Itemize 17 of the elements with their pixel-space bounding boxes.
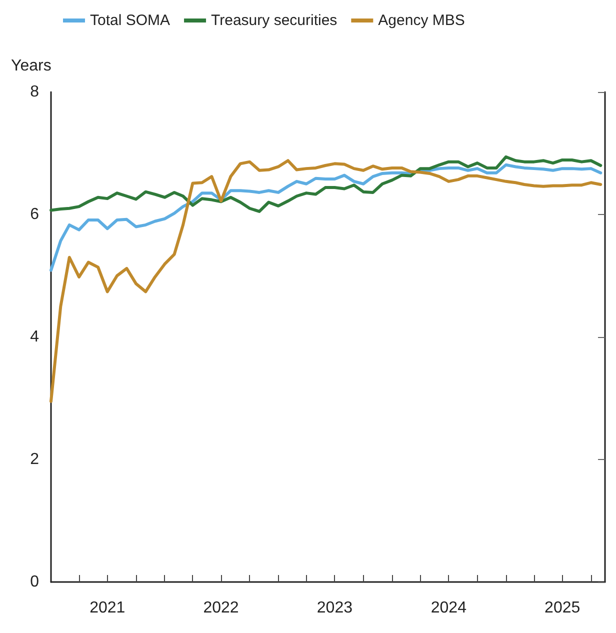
x-tick-label: 2025 <box>544 600 580 616</box>
y-tick-label: 2 <box>30 451 40 468</box>
x-tick-label: 2023 <box>316 600 353 616</box>
line-series <box>50 155 602 213</box>
line-series <box>50 159 602 403</box>
legend-label: Treasury securities <box>211 12 338 29</box>
y-tick-label: 6 <box>30 206 40 223</box>
y-tick-label: 4 <box>30 328 40 346</box>
y-tick-label: 0 <box>30 574 40 590</box>
x-tick-label: 2024 <box>430 600 467 616</box>
legend-label: Agency MBS <box>378 12 465 29</box>
x-tick-label: 2022 <box>203 600 239 616</box>
line-series <box>50 163 602 272</box>
y-axis-title: Years <box>11 58 52 74</box>
x-tick-label: 2021 <box>90 600 126 616</box>
y-tick-label: 8 <box>30 84 40 100</box>
legend-label: Total SOMA <box>90 12 170 29</box>
